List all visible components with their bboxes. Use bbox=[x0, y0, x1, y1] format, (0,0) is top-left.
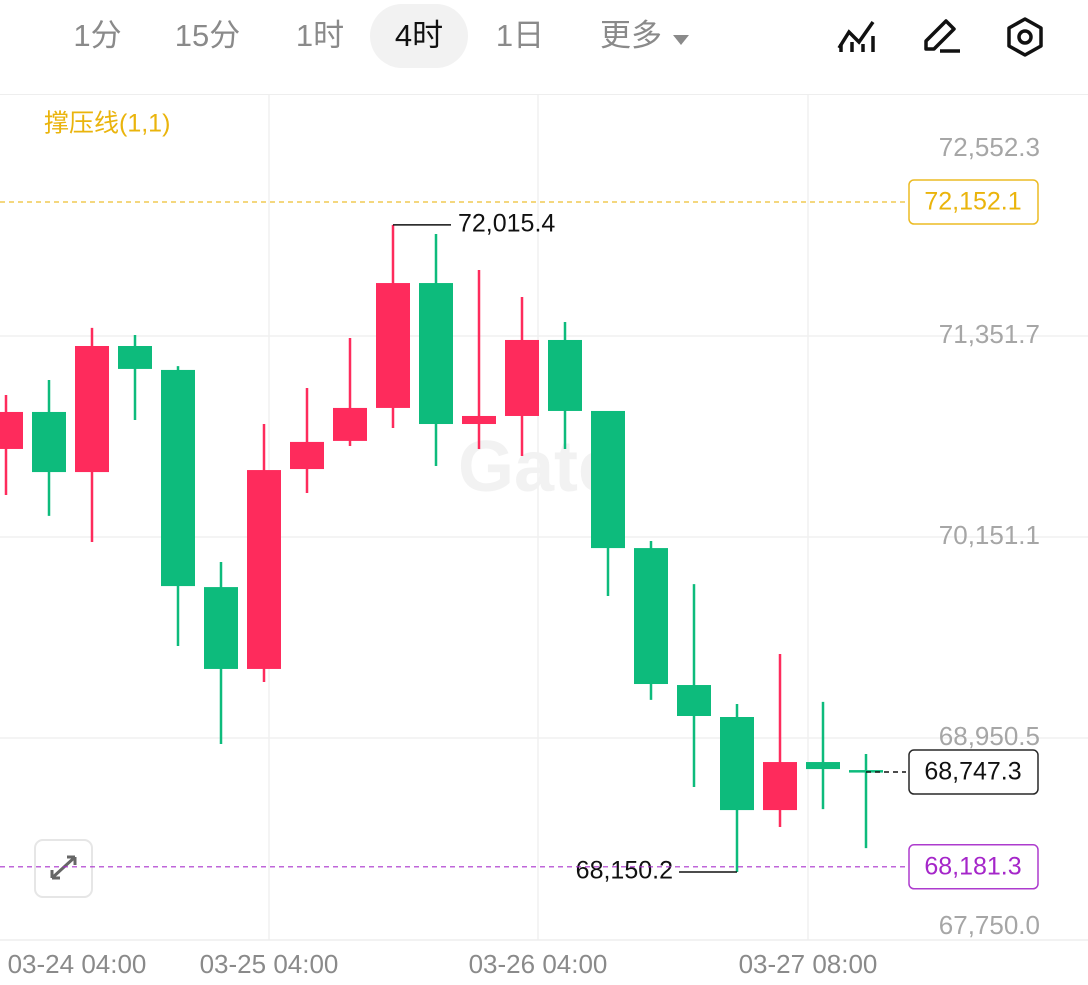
low-label: 68,150.2 bbox=[576, 857, 673, 885]
price-tag-label: 68,747.3 bbox=[924, 758, 1021, 786]
candle-body bbox=[591, 410, 625, 549]
tab-label: 1日 bbox=[495, 18, 545, 53]
timeframe-tab[interactable]: 1时 bbox=[275, 4, 365, 68]
candle-body bbox=[376, 283, 410, 408]
candle-body bbox=[548, 339, 582, 411]
x-tick-label: 03-27 08:00 bbox=[739, 949, 878, 979]
candle-body bbox=[677, 685, 711, 716]
price-tag bbox=[908, 844, 1039, 890]
candle-body bbox=[419, 283, 453, 425]
candle-body bbox=[634, 548, 668, 685]
candle-body bbox=[462, 415, 496, 425]
candle-body bbox=[763, 762, 797, 811]
y-tick-label: 71,351.7 bbox=[939, 319, 1040, 349]
price-tag-label: 72,152.1 bbox=[924, 188, 1021, 216]
candle-body bbox=[161, 369, 195, 587]
timeframe-tab[interactable]: 1日 bbox=[480, 4, 560, 68]
toolbar: 1分 15分 1时 4时 1日 更多 bbox=[0, 0, 1088, 95]
tab-label: 更多 bbox=[600, 18, 662, 53]
candle-body bbox=[333, 407, 367, 441]
candle-body bbox=[32, 411, 66, 473]
x-tick-label: 03-25 04:00 bbox=[200, 949, 339, 979]
timeframe-tab[interactable]: 15分 bbox=[155, 4, 260, 68]
y-tick-label: 70,151.1 bbox=[939, 520, 1040, 550]
tab-label: 1时 bbox=[295, 18, 345, 53]
y-tick-label: 72,552.3 bbox=[939, 132, 1040, 162]
draw-icon[interactable] bbox=[920, 17, 964, 57]
candle-body bbox=[0, 411, 23, 449]
indicator-icon[interactable] bbox=[835, 18, 879, 56]
y-tick-label: 67,750.0 bbox=[939, 910, 1040, 940]
candle-body bbox=[290, 441, 324, 470]
settings-icon[interactable] bbox=[1004, 16, 1046, 58]
timeframe-tab[interactable]: 4时 bbox=[370, 4, 468, 68]
price-tag-label: 68,181.3 bbox=[924, 852, 1021, 880]
timeframe-tab[interactable]: 更多 bbox=[575, 4, 715, 68]
candle-body bbox=[720, 717, 754, 811]
candle-body bbox=[75, 345, 109, 473]
price-tag bbox=[908, 749, 1039, 795]
tab-label: 15分 bbox=[174, 18, 241, 53]
high-label: 72,015.4 bbox=[458, 209, 555, 237]
x-tick-label: 03-24 04:00 bbox=[8, 949, 147, 979]
timeframe-tab[interactable]: 1分 bbox=[50, 4, 145, 68]
tab-label: 4时 bbox=[394, 18, 444, 53]
candle-body bbox=[505, 339, 539, 416]
price-tag bbox=[908, 179, 1039, 225]
candle-body bbox=[806, 762, 840, 770]
indicator-label: 撑压线(1,1) bbox=[44, 110, 170, 138]
candle-body bbox=[204, 587, 238, 669]
candle-body bbox=[118, 345, 152, 369]
tab-label: 1分 bbox=[73, 18, 122, 53]
dropdown-arrow bbox=[673, 35, 689, 45]
y-tick-label: 68,950.5 bbox=[939, 721, 1040, 751]
candle-body bbox=[247, 470, 281, 669]
x-tick-label: 03-26 04:00 bbox=[469, 949, 608, 979]
